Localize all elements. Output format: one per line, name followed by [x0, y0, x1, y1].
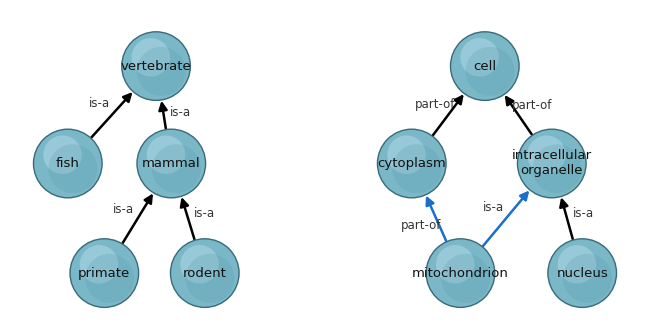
Text: primate: primate: [78, 267, 131, 280]
Text: is-a: is-a: [170, 106, 191, 119]
Text: is-a: is-a: [89, 97, 110, 110]
Circle shape: [136, 129, 206, 198]
Circle shape: [532, 144, 582, 193]
Text: is-a: is-a: [483, 201, 504, 214]
Circle shape: [436, 245, 474, 284]
Circle shape: [34, 130, 101, 197]
Circle shape: [180, 245, 219, 284]
Circle shape: [460, 38, 499, 77]
Circle shape: [518, 130, 586, 197]
Circle shape: [44, 135, 82, 174]
Circle shape: [121, 31, 191, 101]
Circle shape: [85, 254, 134, 303]
Circle shape: [170, 238, 240, 308]
Circle shape: [450, 31, 520, 101]
Circle shape: [441, 254, 490, 303]
Text: part-of: part-of: [415, 98, 455, 111]
Circle shape: [517, 129, 587, 198]
Circle shape: [377, 129, 447, 198]
Circle shape: [527, 135, 566, 174]
Circle shape: [49, 144, 98, 193]
Circle shape: [451, 32, 519, 100]
Circle shape: [138, 130, 205, 197]
Text: is-a: is-a: [573, 207, 593, 220]
Circle shape: [563, 254, 612, 303]
Circle shape: [393, 144, 441, 193]
Circle shape: [465, 47, 515, 96]
Text: mammal: mammal: [142, 157, 201, 170]
Circle shape: [152, 144, 201, 193]
Circle shape: [32, 129, 103, 198]
Circle shape: [80, 245, 118, 284]
Text: cell: cell: [473, 60, 497, 73]
Circle shape: [171, 239, 239, 307]
Circle shape: [549, 239, 616, 307]
Circle shape: [131, 38, 170, 77]
Circle shape: [71, 239, 138, 307]
Text: part-of: part-of: [512, 99, 552, 112]
Text: mitochondrion: mitochondrion: [412, 267, 509, 280]
Circle shape: [426, 238, 495, 308]
Circle shape: [185, 254, 235, 303]
Text: part-of: part-of: [400, 218, 441, 232]
Circle shape: [147, 135, 185, 174]
Circle shape: [427, 239, 494, 307]
Text: fish: fish: [56, 157, 80, 170]
Text: is-a: is-a: [113, 203, 134, 216]
Text: nucleus: nucleus: [556, 267, 608, 280]
Circle shape: [70, 238, 139, 308]
Circle shape: [547, 238, 618, 308]
Circle shape: [122, 32, 190, 100]
Text: is-a: is-a: [194, 207, 214, 220]
Circle shape: [136, 47, 186, 96]
Circle shape: [378, 130, 445, 197]
Text: rodent: rodent: [183, 267, 227, 280]
Text: intracellular
organelle: intracellular organelle: [512, 149, 592, 178]
Circle shape: [558, 245, 596, 284]
Text: cytoplasm: cytoplasm: [378, 157, 446, 170]
Circle shape: [387, 135, 426, 174]
Text: vertebrate: vertebrate: [121, 60, 192, 73]
